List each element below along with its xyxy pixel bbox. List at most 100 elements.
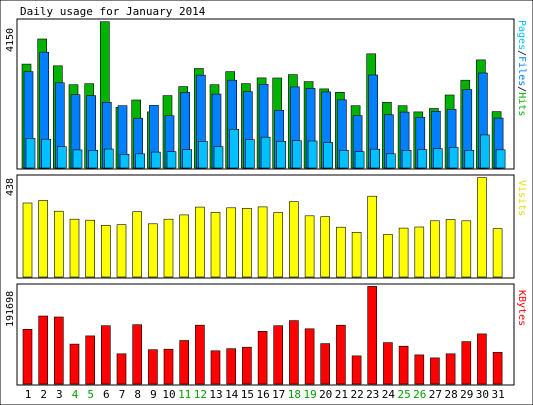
pages-bar bbox=[41, 138, 52, 169]
hits-y-max-label: 4150 bbox=[5, 28, 16, 52]
kbytes-bar bbox=[22, 328, 33, 385]
kbytes-bar bbox=[53, 316, 64, 385]
kbytes-bar bbox=[477, 333, 487, 385]
x-tick-label: 7 bbox=[119, 388, 126, 401]
legend-sep-2: / bbox=[516, 86, 527, 92]
visits-bar bbox=[53, 210, 64, 278]
kbytes-bar bbox=[226, 348, 236, 385]
visits-bar bbox=[101, 225, 111, 278]
pages-bar bbox=[198, 141, 208, 169]
visits-bar bbox=[289, 201, 299, 278]
kbytes-bar bbox=[132, 324, 142, 385]
pages-bar bbox=[354, 151, 365, 169]
kbytes-bar bbox=[116, 353, 127, 385]
legend-kbytes: KBytes bbox=[516, 290, 527, 326]
visits-bar bbox=[242, 208, 252, 278]
x-tick-label: 1 bbox=[25, 388, 32, 401]
x-tick-label: 28 bbox=[444, 388, 457, 401]
pages-bar bbox=[135, 153, 145, 169]
pages-bar bbox=[292, 140, 302, 169]
x-tick-label: 18 bbox=[288, 388, 301, 401]
pages-bar bbox=[401, 150, 412, 169]
visits-bar bbox=[477, 177, 487, 278]
x-tick-label: 22 bbox=[350, 388, 363, 401]
kbytes-bar bbox=[85, 335, 95, 385]
kbytes-bar bbox=[445, 353, 456, 385]
pages-bar bbox=[56, 146, 67, 169]
kbytes-bar bbox=[38, 315, 49, 385]
visits-bar bbox=[226, 207, 236, 278]
hits-panel-legend: Pages/Files/Hits bbox=[516, 20, 527, 116]
x-tick-label: 23 bbox=[366, 388, 379, 401]
kbytes-bar bbox=[383, 342, 393, 385]
legend-pages: Pages bbox=[516, 20, 527, 50]
visits-bar bbox=[430, 220, 440, 278]
x-tick-label: 15 bbox=[241, 388, 254, 401]
kbytes-bar bbox=[492, 351, 503, 385]
x-tick-label: 9 bbox=[150, 388, 157, 401]
legend-sep-1: / bbox=[516, 50, 527, 56]
pages-bar bbox=[433, 148, 443, 169]
visits-bar bbox=[116, 224, 127, 278]
pages-bar bbox=[370, 148, 381, 169]
kbytes-panel bbox=[16, 283, 515, 386]
x-tick-label: 20 bbox=[319, 388, 332, 401]
kbytes-bar bbox=[320, 343, 331, 385]
kbytes-bar bbox=[195, 324, 205, 385]
kbytes-bar bbox=[367, 286, 378, 385]
legend-visits: Visits bbox=[516, 180, 527, 216]
pages-bar bbox=[495, 149, 506, 169]
x-tick-label: 27 bbox=[429, 388, 442, 401]
legend-files: Files bbox=[516, 56, 527, 86]
visits-panel bbox=[16, 174, 515, 279]
pages-bar bbox=[166, 151, 177, 169]
visits-y-max-label: 438 bbox=[5, 178, 16, 196]
kbytes-bar bbox=[351, 355, 362, 385]
visits-bar bbox=[22, 202, 33, 278]
kbytes-bar bbox=[430, 357, 440, 385]
pages-bar bbox=[213, 146, 224, 169]
visits-bar bbox=[320, 216, 331, 278]
pages-bar bbox=[72, 149, 83, 169]
kbytes-bar bbox=[148, 349, 158, 385]
pages-bar bbox=[182, 149, 192, 169]
pages-bar bbox=[151, 151, 161, 169]
legend-hits: Hits bbox=[516, 92, 527, 116]
pages-bar bbox=[448, 147, 459, 169]
x-tick-label: 2 bbox=[40, 388, 47, 401]
x-tick-label: 16 bbox=[256, 388, 269, 401]
pages-bar bbox=[417, 149, 428, 169]
visits-bar bbox=[398, 227, 409, 278]
visits-bar bbox=[148, 223, 158, 278]
x-tick-label: 21 bbox=[335, 388, 348, 401]
x-tick-label: 31 bbox=[491, 388, 504, 401]
visits-bar bbox=[38, 200, 49, 278]
pages-bar bbox=[25, 138, 36, 169]
visits-bar bbox=[195, 206, 205, 278]
kbytes-bar bbox=[257, 330, 268, 385]
visits-bar bbox=[383, 234, 393, 278]
hits-panel bbox=[16, 18, 515, 170]
kbytes-bar bbox=[101, 325, 111, 385]
chart-title: Daily usage for January 2014 bbox=[20, 5, 206, 18]
visits-bar bbox=[179, 214, 189, 278]
pages-bar bbox=[229, 129, 239, 169]
x-tick-label: 6 bbox=[103, 388, 110, 401]
x-tick-label: 8 bbox=[134, 388, 141, 401]
visits-bar bbox=[163, 218, 174, 278]
visits-bar bbox=[304, 215, 315, 278]
pages-bar bbox=[260, 136, 271, 169]
x-tick-label: 11 bbox=[178, 388, 191, 401]
x-tick-label: 24 bbox=[382, 388, 396, 401]
x-tick-label: 17 bbox=[272, 388, 285, 401]
x-axis-labels: 1 2 3 4 5 6 7 8 9 10 11 12 13 14 15 16 17 18 19 20 21 22 23 24 2… bbox=[25, 388, 505, 401]
pages-bar bbox=[464, 150, 475, 169]
pages-bar bbox=[386, 153, 396, 169]
bars-layer bbox=[21, 21, 506, 385]
kbytes-bar bbox=[69, 343, 80, 385]
x-tick-label: 30 bbox=[476, 388, 489, 401]
x-tick-label: 26 bbox=[413, 388, 426, 401]
x-tick-label: 4 bbox=[72, 388, 79, 401]
kbytes-bar bbox=[461, 341, 472, 385]
